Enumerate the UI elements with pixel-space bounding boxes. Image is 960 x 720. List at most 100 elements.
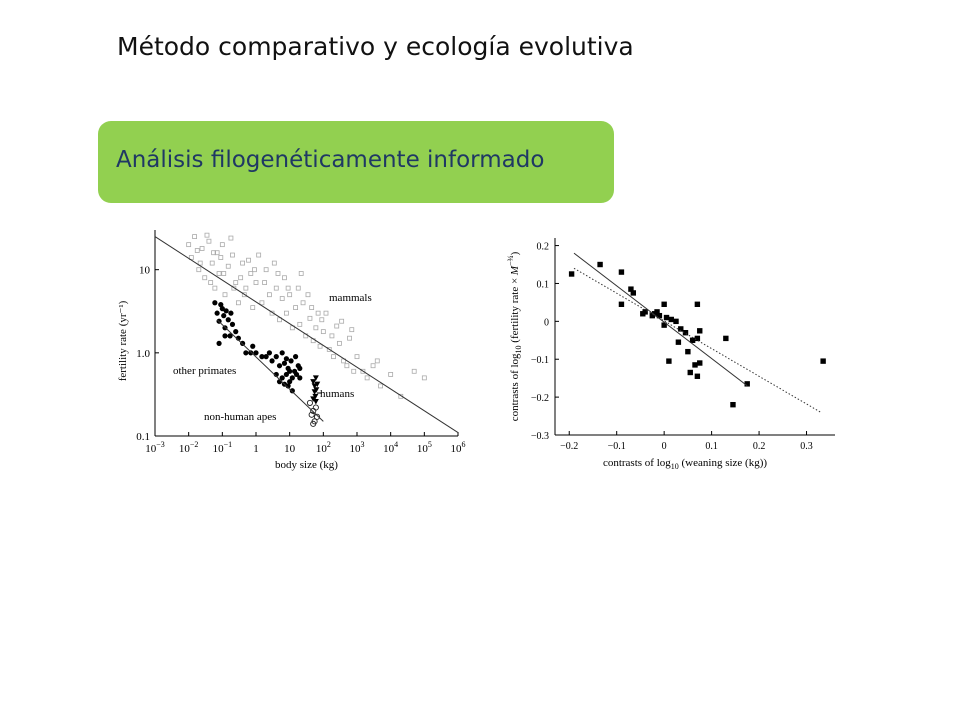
- data-point: [275, 271, 281, 276]
- data-point: [374, 358, 380, 364]
- data-point: [287, 292, 293, 298]
- data-point: [310, 420, 317, 427]
- data-point: [336, 340, 342, 346]
- data-point: [297, 375, 303, 381]
- data-point: [240, 340, 246, 346]
- data-point: [568, 271, 575, 277]
- data-point: [197, 260, 203, 266]
- data-point: [186, 242, 192, 248]
- x-tick-label: 10: [284, 443, 296, 455]
- annotation-humans: humans: [320, 388, 354, 400]
- data-point: [196, 267, 202, 273]
- y-tick-label: −0.1: [531, 355, 549, 366]
- data-point: [326, 346, 332, 352]
- y-tick-label: 0: [544, 317, 549, 328]
- data-point: [312, 398, 319, 405]
- data-point: [243, 350, 249, 356]
- x-tick-label: 0.1: [705, 441, 718, 452]
- data-point: [279, 296, 285, 301]
- data-point: [218, 255, 224, 260]
- data-point: [248, 350, 254, 356]
- x-axis-label: body size (kg): [275, 459, 338, 471]
- data-point: [233, 329, 239, 335]
- data-point: [642, 309, 648, 315]
- x-tick-label: 0.2: [753, 441, 766, 452]
- data-point: [313, 413, 321, 420]
- data-point: [214, 250, 220, 256]
- data-point: [673, 318, 679, 325]
- data-point: [300, 300, 306, 306]
- y-axis-label: contrasts of log10 (fertility rate × M−¾…: [506, 251, 523, 421]
- data-point: [697, 328, 703, 334]
- y-tick-label: 0.2: [537, 242, 550, 253]
- data-point: [323, 310, 329, 316]
- data-point: [266, 292, 272, 298]
- data-point: [618, 269, 625, 275]
- data-point: [306, 399, 313, 406]
- data-point: [222, 292, 228, 298]
- data-point: [202, 275, 208, 281]
- data-point: [370, 363, 376, 369]
- series-other-primates: [212, 300, 303, 394]
- data-point: [240, 260, 246, 266]
- data-point: [204, 232, 210, 238]
- data-point: [283, 371, 290, 378]
- data-point: [235, 300, 241, 306]
- data-point: [287, 379, 293, 385]
- x-tick-label: 0.3: [800, 441, 813, 452]
- data-point: [661, 301, 667, 307]
- trend-line-mammals: [154, 236, 459, 433]
- regression-line-dotted: [573, 267, 822, 413]
- data-point: [241, 292, 247, 298]
- data-point: [229, 321, 236, 327]
- data-point: [297, 365, 303, 371]
- data-point: [597, 261, 603, 268]
- data-point: [313, 325, 319, 331]
- x-tick-label: 1: [253, 443, 259, 455]
- trend-line-primates: [216, 319, 324, 422]
- data-point: [654, 309, 660, 315]
- data-point: [689, 337, 696, 343]
- data-point: [256, 252, 262, 258]
- data-point: [250, 343, 256, 349]
- data-point: [227, 333, 233, 339]
- x-tick-label: 102: [316, 440, 331, 455]
- data-point: [269, 358, 275, 364]
- data-point: [228, 310, 234, 316]
- data-point: [312, 404, 319, 411]
- data-point: [209, 260, 215, 266]
- data-point: [661, 322, 667, 328]
- data-point: [730, 401, 736, 408]
- data-point: [248, 271, 254, 276]
- data-point: [211, 250, 216, 256]
- data-point: [692, 362, 698, 368]
- data-point: [246, 257, 251, 263]
- data-point: [216, 271, 222, 276]
- data-point: [216, 340, 222, 346]
- data-point: [630, 290, 637, 296]
- y-axis-label: fertility rate (yr⁻¹): [117, 300, 129, 381]
- data-point: [287, 368, 293, 374]
- annotation-other-primates: other primates: [173, 365, 236, 377]
- data-point: [668, 316, 674, 323]
- y-tick-label: 1.0: [136, 348, 150, 360]
- data-point: [685, 348, 691, 355]
- y-tick-label: −0.3: [531, 431, 549, 442]
- data-point: [214, 310, 220, 316]
- data-point: [279, 350, 285, 356]
- data-point: [666, 358, 672, 364]
- data-point: [675, 339, 682, 345]
- data-point: [354, 354, 360, 360]
- section-banner-label: Análisis filogenéticamente informado: [116, 147, 545, 173]
- data-point: [314, 381, 321, 388]
- data-point: [282, 275, 287, 281]
- data-point: [219, 306, 225, 312]
- data-point: [253, 350, 259, 356]
- data-point: [206, 238, 212, 244]
- data-point: [222, 333, 228, 339]
- series-humans: [310, 375, 321, 405]
- y-tick-label: −0.2: [531, 393, 549, 404]
- data-point: [292, 354, 299, 360]
